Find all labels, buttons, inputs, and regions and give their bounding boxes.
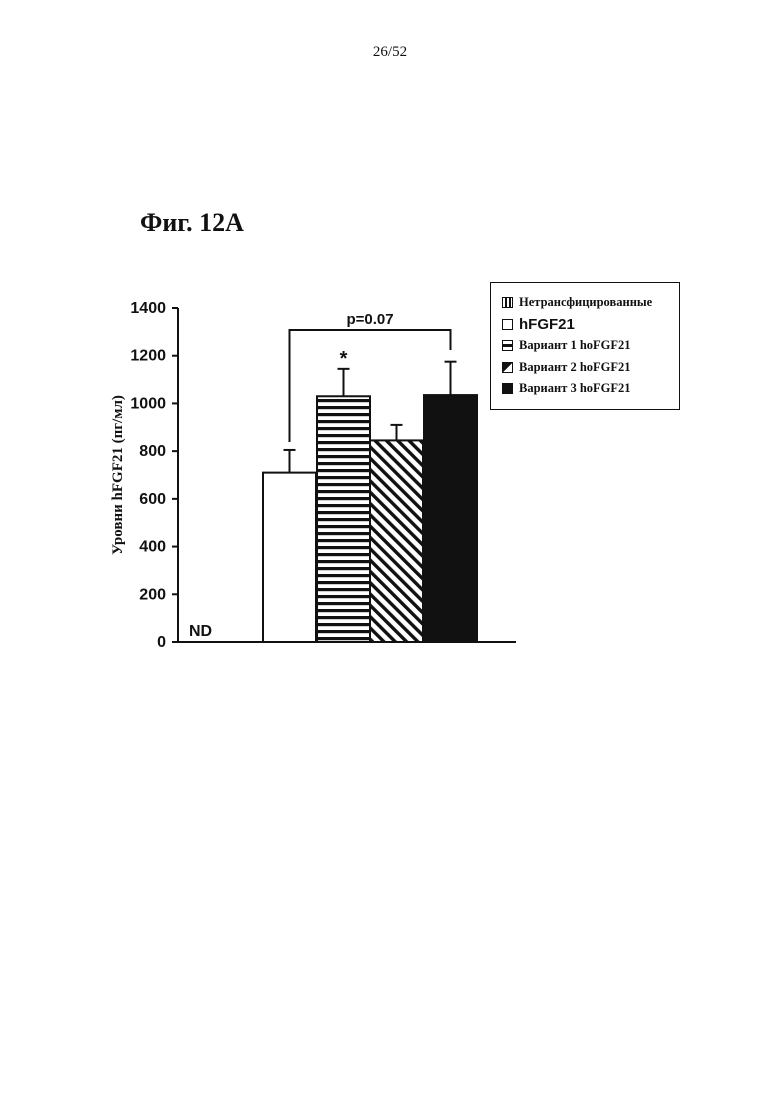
y-tick-label: 400 <box>139 539 166 556</box>
significance-annotation: * <box>340 348 348 370</box>
legend-label: Нетрансфицированные <box>519 295 652 310</box>
y-tick-label: 600 <box>139 491 166 508</box>
y-tick-label: 1400 <box>130 300 166 317</box>
legend-item-hfgf21: hFGF21 <box>502 314 679 336</box>
legend-item-variant-2: Вариант 2 hoFGF21 <box>502 357 679 379</box>
legend-label: Вариант 3 hoFGF21 <box>519 381 631 396</box>
legend-label: Вариант 2 hoFGF21 <box>519 360 631 375</box>
bar <box>424 395 477 642</box>
legend-swatch-horizontal-lines <box>502 340 513 351</box>
y-tick-label: 1200 <box>130 348 166 365</box>
y-axis-label: Уровни hFGF21 (пг/мл) <box>110 395 126 555</box>
chart-legend: Нетрансфицированные hFGF21 Вариант 1 hoF… <box>490 282 680 410</box>
legend-label: hFGF21 <box>519 316 575 333</box>
legend-swatch-diagonal-lines <box>502 362 513 373</box>
y-tick-label: 200 <box>139 586 166 603</box>
y-tick-label: 0 <box>157 634 166 651</box>
bar <box>370 440 423 642</box>
legend-item-variant-3: Вариант 3 hoFGF21 <box>502 378 679 400</box>
y-tick-label: 1000 <box>130 395 166 412</box>
legend-item-variant-1: Вариант 1 hoFGF21 <box>502 335 679 357</box>
bar <box>317 396 370 642</box>
p-value-label: p=0.07 <box>346 311 393 328</box>
bar-data-label: ND <box>189 623 212 640</box>
legend-swatch-empty <box>502 319 513 330</box>
bar <box>263 473 316 642</box>
legend-item-untransfected: Нетрансфицированные <box>502 292 679 314</box>
legend-label: Вариант 1 hoFGF21 <box>519 338 631 353</box>
y-tick-label: 800 <box>139 443 166 460</box>
legend-swatch-solid <box>502 383 513 394</box>
legend-swatch-vertical-lines <box>502 297 513 308</box>
